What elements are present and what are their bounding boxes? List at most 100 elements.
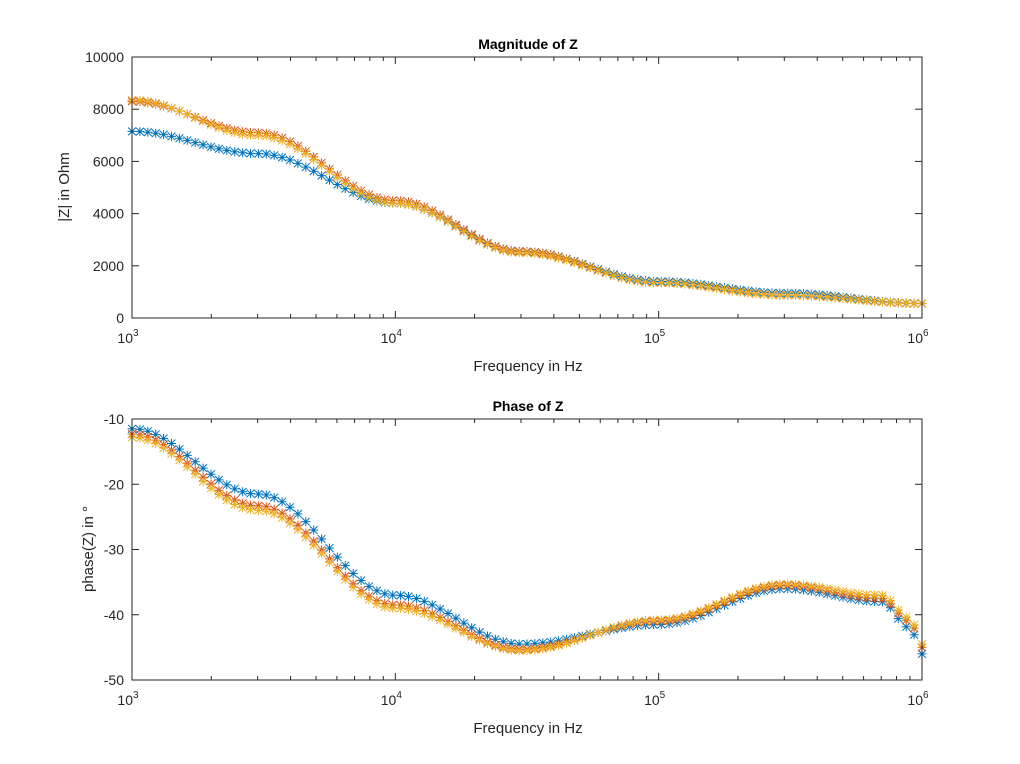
data-point — [569, 258, 579, 268]
data-point — [743, 586, 753, 596]
data-point — [198, 463, 208, 473]
data-point — [506, 645, 516, 655]
data-point — [806, 291, 816, 301]
data-point — [530, 639, 540, 649]
data-point — [680, 279, 690, 289]
data-point — [791, 579, 801, 589]
data-point — [641, 616, 650, 626]
data-point — [522, 645, 532, 655]
data-point — [277, 513, 287, 523]
data-point — [538, 250, 548, 260]
data-point — [617, 273, 627, 283]
data-point — [325, 175, 334, 185]
data-point — [380, 602, 390, 612]
data-point — [530, 249, 540, 259]
data-point — [569, 636, 579, 646]
data-point — [577, 260, 587, 270]
data-point — [159, 433, 169, 443]
data-point — [261, 490, 271, 500]
data-point — [190, 469, 200, 479]
data-point — [182, 109, 192, 119]
data-point — [167, 103, 176, 113]
y-tick-label: -50 — [104, 672, 124, 688]
data-point — [893, 298, 903, 308]
data-point — [214, 123, 224, 133]
data-point — [348, 582, 358, 592]
data-point — [372, 586, 382, 596]
data-point — [775, 290, 785, 300]
data-point — [277, 497, 287, 507]
data-point — [562, 255, 571, 265]
data-point — [514, 248, 524, 258]
data-point — [759, 290, 769, 300]
phase-ticks: 103 104 105 106 -50 -40 -30 -20 -10 — [104, 411, 929, 708]
data-point — [806, 581, 816, 591]
data-point — [404, 199, 413, 209]
data-point — [822, 292, 832, 302]
data-point — [396, 590, 406, 600]
magnitude-series — [127, 95, 927, 309]
data-point — [238, 129, 248, 139]
data-point — [364, 581, 374, 591]
magnitude-axes-box — [131, 56, 923, 319]
data-point — [546, 642, 556, 652]
data-point — [135, 424, 145, 434]
data-point — [238, 498, 248, 508]
data-point — [230, 500, 240, 510]
y-tick-label: 10000 — [85, 49, 124, 65]
data-point — [246, 489, 255, 499]
data-point — [885, 595, 895, 605]
series-3 — [127, 95, 927, 308]
data-point — [143, 435, 153, 445]
data-point — [830, 293, 840, 303]
data-point — [751, 583, 761, 593]
data-point — [514, 646, 524, 656]
data-point — [167, 438, 176, 448]
data-point — [340, 184, 350, 194]
data-point — [238, 487, 248, 497]
y-tick-label: -40 — [104, 607, 124, 623]
data-point — [396, 198, 406, 208]
data-point — [664, 278, 674, 288]
data-point — [593, 266, 603, 276]
data-point — [648, 615, 658, 625]
data-point — [309, 525, 319, 535]
data-point — [490, 243, 500, 253]
data-point — [301, 532, 311, 542]
data-point — [601, 625, 611, 635]
data-point — [720, 285, 729, 294]
data-point — [340, 575, 350, 585]
data-point — [356, 576, 366, 586]
data-point — [293, 509, 303, 519]
data-point — [301, 162, 311, 172]
data-point — [206, 142, 216, 152]
data-point — [190, 113, 200, 123]
data-point — [767, 290, 777, 300]
data-point — [483, 631, 492, 641]
data-point — [340, 561, 350, 571]
data-point — [419, 596, 429, 606]
data-point — [617, 620, 627, 630]
data-point — [325, 543, 334, 553]
data-point — [253, 501, 263, 511]
data-point — [427, 612, 437, 622]
data-point — [253, 489, 263, 499]
data-point — [704, 282, 714, 292]
data-point — [135, 127, 145, 137]
data-point — [854, 589, 864, 599]
data-point — [562, 638, 571, 648]
data-point — [712, 599, 722, 609]
data-point — [159, 443, 169, 453]
data-point — [325, 167, 334, 177]
data-point — [253, 149, 263, 159]
data-point — [688, 609, 698, 619]
magnitude-ticks: 103 104 105 106 0 2000 4000 6000 8000 10000 — [85, 49, 929, 346]
data-point — [506, 247, 516, 257]
data-point — [878, 297, 887, 307]
data-point — [269, 504, 279, 514]
data-point — [609, 622, 619, 632]
data-point — [174, 455, 184, 465]
data-point — [332, 566, 342, 576]
data-point — [222, 495, 232, 505]
data-point — [688, 280, 698, 290]
